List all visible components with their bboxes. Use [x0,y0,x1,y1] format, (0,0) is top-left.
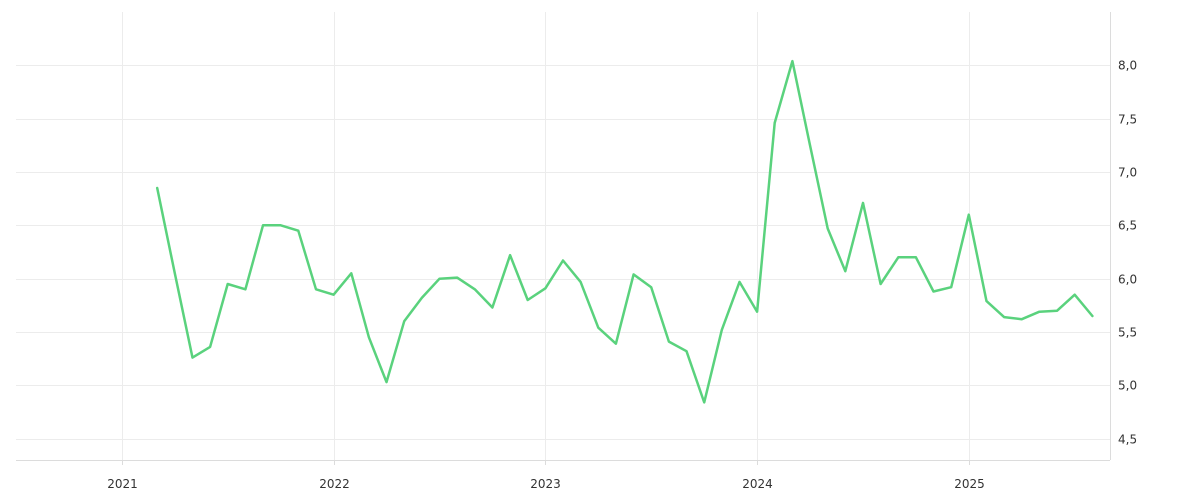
x-axis-ticks: 2021 2022 2023 2024 2025 [107,477,985,491]
series-line-0 [155,59,1094,404]
x-tick-label: 2021 [107,477,138,491]
x-tick-label: 2023 [530,477,561,491]
y-tick-label: 5,0 [1118,379,1137,393]
y-tick-label: 8,0 [1118,59,1137,73]
grid-lines [16,12,1110,460]
y-tick-label: 7,0 [1118,166,1137,180]
y-tick-label: 5,5 [1118,326,1137,340]
y-tick-label: 4,5 [1118,433,1137,447]
y-tick-label: 7,5 [1118,113,1137,127]
y-tick-label: 6,5 [1118,219,1137,233]
x-tick-label: 2024 [742,477,773,491]
axes [16,12,1111,465]
y-tick-label: 6,0 [1118,273,1137,287]
y-axis-ticks: 4,5 5,0 5,5 6,0 6,5 7,0 7,5 8,0 [1118,59,1137,447]
x-tick-label: 2025 [954,477,985,491]
series [155,59,1094,404]
x-tick-label: 2022 [319,477,350,491]
